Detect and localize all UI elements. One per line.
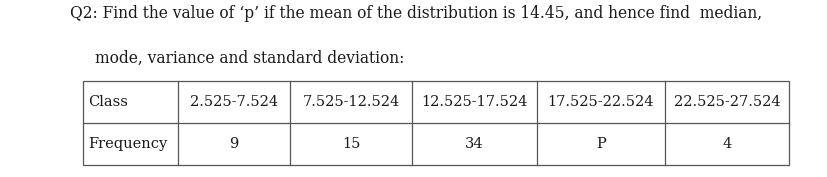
Text: Class: Class — [88, 95, 127, 109]
Text: 17.525-22.524: 17.525-22.524 — [547, 95, 653, 109]
Text: 4: 4 — [721, 137, 731, 151]
Text: 9: 9 — [229, 137, 238, 151]
Text: Frequency: Frequency — [88, 137, 167, 151]
Text: Q2: Find the value of ‘p’ if the mean of the distribution is 14.45, and hence fi: Q2: Find the value of ‘p’ if the mean of… — [70, 5, 762, 22]
Bar — [83, 81, 788, 165]
Text: P: P — [595, 137, 605, 151]
Text: 7.525-12.524: 7.525-12.524 — [302, 95, 399, 109]
Text: 2.525-7.524: 2.525-7.524 — [189, 95, 278, 109]
Text: 34: 34 — [465, 137, 483, 151]
Text: 15: 15 — [342, 137, 360, 151]
Text: 22.525-27.524: 22.525-27.524 — [673, 95, 779, 109]
Text: mode, variance and standard deviation:: mode, variance and standard deviation: — [95, 50, 404, 67]
Text: 12.525-17.524: 12.525-17.524 — [421, 95, 527, 109]
